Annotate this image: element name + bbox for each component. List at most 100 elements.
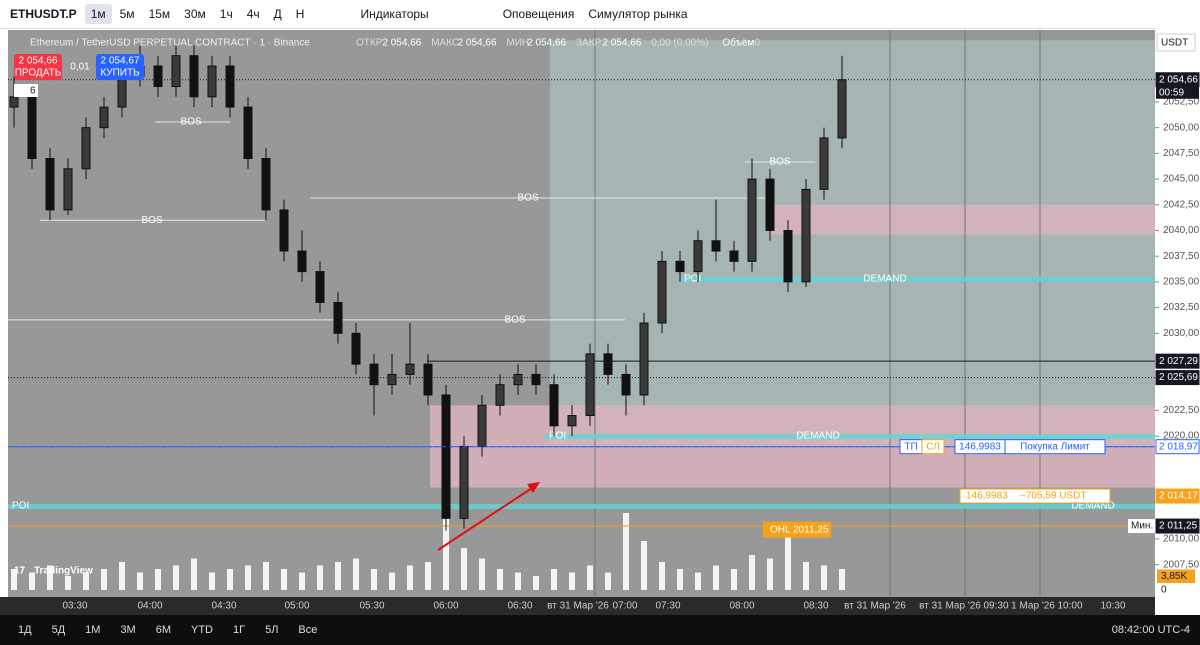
- legend-field: 2 054,66: [382, 38, 421, 49]
- candle-body: [567, 415, 577, 427]
- interval[interactable]: 1м: [84, 4, 112, 24]
- poi-label: POI: [684, 273, 701, 284]
- interval[interactable]: Н: [295, 7, 305, 21]
- y-tick-label: 2052,50: [1163, 97, 1200, 108]
- range[interactable]: 3М: [120, 624, 136, 636]
- time-label: 03:30: [62, 601, 87, 612]
- y-tick-label: 2037,50: [1163, 251, 1200, 262]
- demand-band: [8, 504, 1155, 510]
- arrow-head: [527, 482, 540, 493]
- tooltip: OHL 2011,25: [770, 524, 829, 535]
- level-box: [1155, 353, 1200, 369]
- range[interactable]: 6М: [155, 624, 171, 636]
- interval[interactable]: 30м: [184, 7, 206, 21]
- legend-field: 0: [754, 38, 760, 49]
- countdown-box: [1156, 85, 1199, 99]
- range[interactable]: 1Д: [18, 624, 32, 636]
- interval[interactable]: 4ч: [246, 7, 260, 21]
- range[interactable]: YTD: [191, 624, 213, 636]
- candle-body: [513, 373, 523, 386]
- demand-label: DEMAND: [863, 273, 906, 284]
- volume-tick-label: 3,85K: [1161, 571, 1187, 582]
- volume-bar: [533, 576, 539, 590]
- range[interactable]: 1Г: [233, 624, 246, 636]
- volume-bar: [47, 565, 53, 590]
- legend-field: МАКС: [431, 38, 459, 49]
- candle-body: [837, 79, 847, 139]
- candle-body: [261, 158, 271, 211]
- sell-button[interactable]: [14, 54, 62, 80]
- y-tick-label: 2022,50: [1163, 405, 1200, 416]
- candle-body: [657, 260, 667, 324]
- time-label: 04:00: [137, 601, 162, 612]
- candle-body: [171, 55, 181, 88]
- volume-bar: [425, 562, 431, 590]
- range[interactable]: 1М: [85, 624, 101, 636]
- volume-bar: [497, 569, 503, 590]
- legend-field: МИН: [506, 38, 529, 49]
- time-label: 07:30: [655, 601, 680, 612]
- candle-body: [441, 394, 451, 519]
- buy-label: КУПИТЬ: [100, 68, 140, 79]
- time-label: 07:00: [612, 601, 637, 612]
- indicators[interactable]: Индикаторы: [360, 7, 429, 21]
- legend-field: Объём: [722, 37, 754, 49]
- pnl-value: −705,59 USDT: [1020, 491, 1086, 502]
- volume-bar: [245, 565, 251, 590]
- interval[interactable]: 1ч: [219, 7, 233, 21]
- volume-bar: [101, 569, 107, 590]
- volume-tick-box: [1157, 569, 1195, 584]
- candle-body: [351, 332, 361, 365]
- legend-field: 2 054,66: [527, 38, 566, 49]
- volume-bar: [659, 562, 665, 590]
- volume-bar: [569, 572, 575, 590]
- time-label: 08:00: [729, 601, 754, 612]
- candle-body: [99, 106, 109, 129]
- level-box: [1155, 518, 1200, 534]
- volume-bar: [641, 541, 647, 590]
- alerts[interactable]: Оповещения: [502, 7, 575, 21]
- lots-box: [14, 84, 38, 97]
- legend-field: 2 054,66: [602, 38, 641, 49]
- candle-body: [693, 240, 703, 273]
- candle-body: [189, 55, 199, 98]
- simulator[interactable]: Симулятор рынка: [588, 7, 688, 21]
- ranges: 1Д 5Д 1М 3М 6М YTD 1Г 5Л Все: [8, 624, 327, 636]
- candle-body: [9, 96, 19, 108]
- range[interactable]: 5Д: [51, 624, 66, 636]
- interval[interactable]: 15м: [148, 7, 171, 21]
- volume-bar: [479, 558, 485, 590]
- interval[interactable]: 5м: [119, 7, 135, 21]
- buy-button[interactable]: [96, 54, 144, 80]
- buy-price: 2 054,67: [101, 56, 140, 67]
- demand-band: [680, 276, 1155, 282]
- volume-bar: [155, 569, 161, 590]
- volume-bar: [731, 569, 737, 590]
- volume-bar: [29, 572, 35, 590]
- tooltip-box: [763, 521, 831, 538]
- order-box: [1004, 439, 1106, 455]
- y-tick-label: 2047,50: [1163, 148, 1200, 159]
- volume-bar: [65, 576, 71, 590]
- bos-label: BOS: [769, 157, 790, 168]
- symbol[interactable]: ETHUSDT.P: [10, 7, 77, 21]
- interval[interactable]: Д: [273, 7, 282, 21]
- currency-box: [1156, 33, 1196, 52]
- volume-bar: [605, 572, 611, 590]
- level-box: [1155, 488, 1200, 504]
- time-label: 1 Мар '26: [1011, 601, 1055, 612]
- range[interactable]: Все: [298, 624, 318, 636]
- candle-body: [369, 363, 379, 386]
- volume-bar: [191, 558, 197, 590]
- volume-tick-box: [1157, 583, 1195, 597]
- level-label: 2 054,66: [1159, 74, 1198, 85]
- y-tick-label: 2032,50: [1163, 302, 1200, 313]
- candle-body: [153, 65, 163, 88]
- price-axis: [1155, 28, 1200, 615]
- demand-band: [545, 434, 1155, 440]
- candle-body: [639, 322, 649, 396]
- arrow: [437, 485, 536, 551]
- range[interactable]: 5Л: [265, 624, 279, 636]
- chart: 2052,50 2050,00 2047,50 2045,00 2042,50 2040,…: [0, 28, 1200, 615]
